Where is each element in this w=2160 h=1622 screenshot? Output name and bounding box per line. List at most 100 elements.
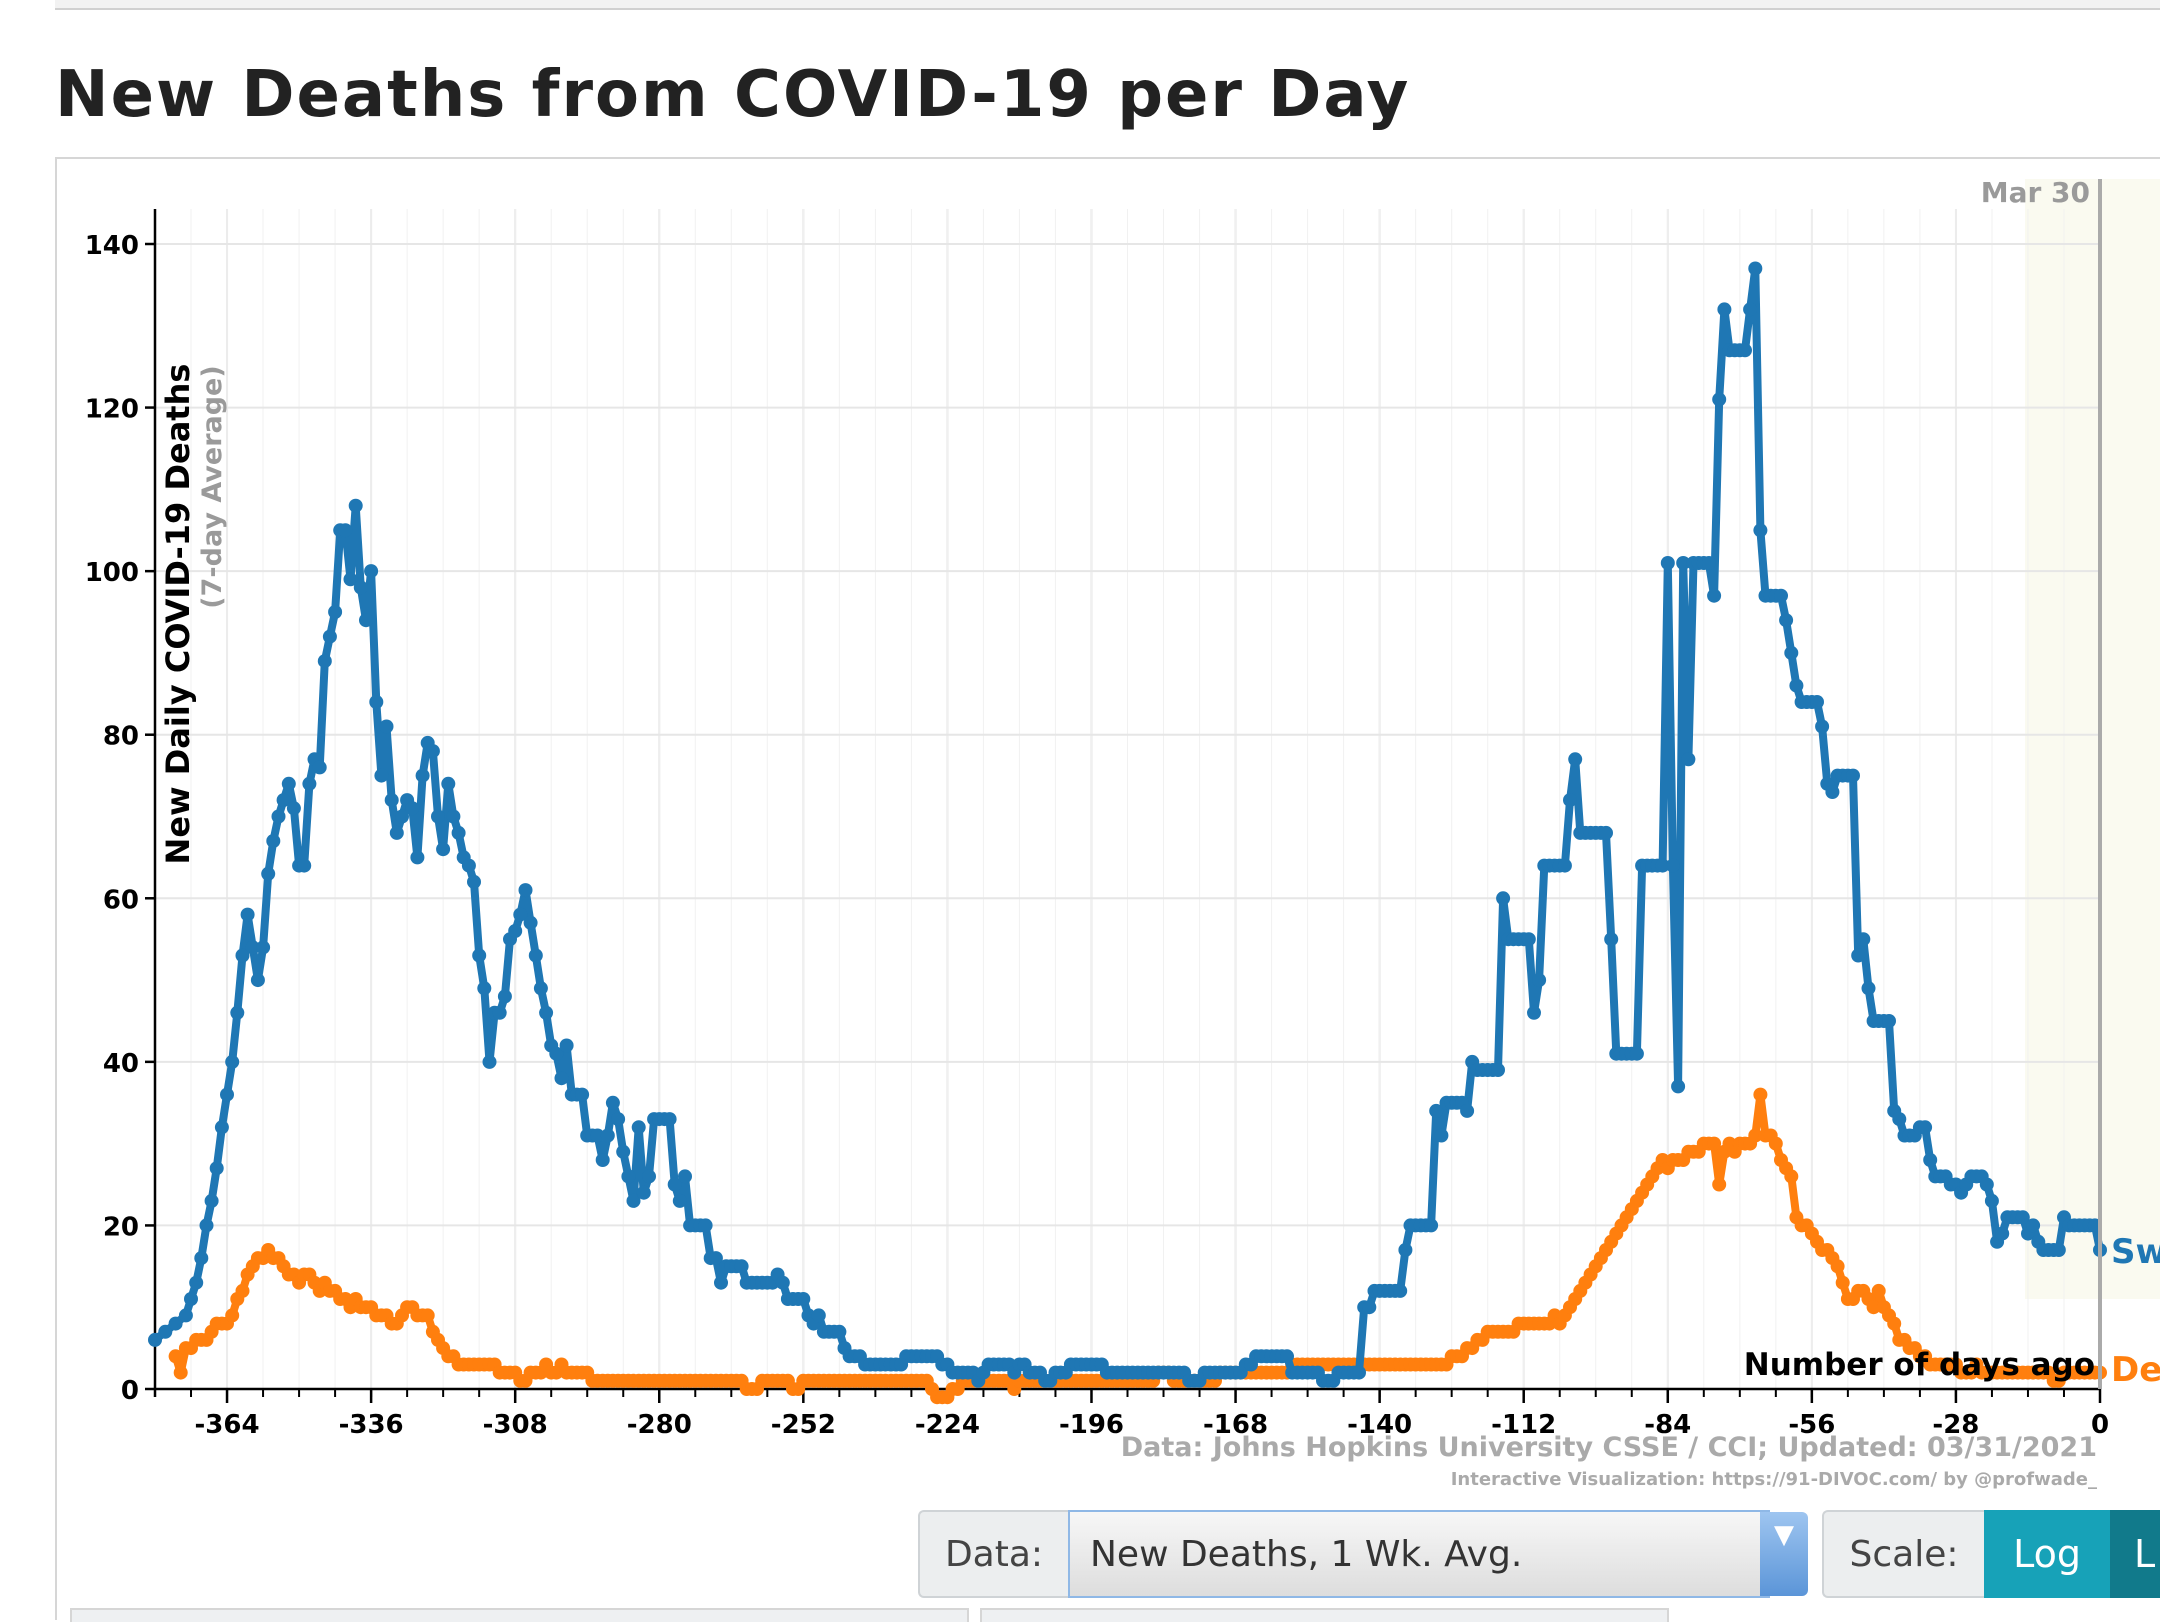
data-point-sweden: [184, 1292, 198, 1306]
data-point-sweden: [472, 948, 487, 963]
data-point-sweden: [1979, 1177, 1994, 1192]
series-label-denmark: De: [2111, 1350, 2160, 1390]
data-point-sweden: [240, 907, 255, 922]
top-strip: [55, 0, 2160, 10]
data-point-sweden: [1393, 1283, 1408, 1298]
data-select[interactable]: New Deaths, 1 Wk. Avg.: [1068, 1510, 1770, 1598]
x-tick-label: -336: [339, 1410, 404, 1440]
data-point-sweden: [1491, 1063, 1505, 1077]
data-point-sweden: [1655, 858, 1670, 873]
data-point-sweden: [415, 768, 430, 783]
data-point-denmark: [1887, 1316, 1902, 1331]
data-point-sweden: [1521, 932, 1536, 947]
data-point-sweden: [1676, 556, 1691, 570]
data-point-sweden: [611, 1112, 626, 1127]
data-point-sweden: [636, 1185, 651, 1200]
data-point-sweden: [467, 874, 481, 889]
data-point-sweden: [250, 973, 265, 988]
data-point-sweden: [225, 1054, 240, 1069]
data-point-denmark: [1712, 1177, 1727, 1192]
data-point-sweden: [1918, 1120, 1933, 1135]
data-source: Data: Johns Hopkins University CSSE / CC…: [1121, 1432, 2097, 1463]
data-point-sweden: [1362, 1300, 1377, 1315]
data-point-sweden: [405, 801, 420, 816]
data-point-denmark: [173, 1365, 188, 1380]
data-point-denmark: [225, 1308, 240, 1323]
data-point-sweden: [1434, 1128, 1449, 1143]
data-point-sweden: [523, 915, 538, 930]
data-point-sweden: [600, 1128, 615, 1143]
data-point-sweden: [2026, 1218, 2041, 1233]
data-point-sweden: [1701, 556, 1716, 570]
data-point-sweden: [1557, 858, 1572, 873]
y-tick-label: 80: [103, 722, 139, 752]
today-band: [2025, 179, 2160, 1299]
data-point-sweden: [348, 498, 363, 513]
data-point-sweden: [168, 1316, 183, 1331]
page-title: New Deaths from COVID-19 per Day: [55, 58, 1411, 132]
x-tick-label: -224: [915, 1410, 980, 1440]
data-point-sweden: [616, 1144, 631, 1159]
data-point-sweden: [261, 866, 276, 881]
data-point-sweden: [1532, 973, 1547, 988]
x-tick-label: -28: [1932, 1410, 1979, 1440]
data-point-sweden: [497, 989, 512, 1004]
data-point-sweden: [714, 1275, 728, 1290]
data-point-sweden: [1738, 343, 1752, 358]
data-label: Data:: [918, 1510, 1068, 1598]
data-point-sweden: [1789, 678, 1804, 693]
data-point-sweden: [549, 1046, 564, 1061]
data-point-sweden: [539, 1005, 554, 1020]
data-point-sweden: [189, 1275, 204, 1290]
data-point-denmark: [1707, 1136, 1722, 1151]
data-point-sweden: [528, 948, 543, 963]
data-point-sweden: [266, 834, 281, 848]
data-point-sweden: [575, 1087, 590, 1102]
data-point-denmark: [1835, 1275, 1850, 1290]
y-tick-label: 40: [103, 1049, 139, 1079]
x-tick-label: -140: [1347, 1410, 1412, 1440]
data-point-denmark: [420, 1308, 435, 1323]
bottom-control-right[interactable]: [980, 1608, 1669, 1622]
data-point-sweden: [312, 760, 327, 775]
data-point-sweden: [621, 1169, 636, 1184]
chart-panel: 0 20 40 60 80 100 120 140 -364 -336 -308 -280 -252 -2…: [55, 157, 2160, 1496]
data-point-sweden: [1774, 588, 1788, 603]
data-point-sweden: [667, 1177, 682, 1192]
data-point-sweden: [1665, 858, 1680, 873]
y-tick-label: 140: [85, 231, 139, 261]
data-point-sweden: [595, 1153, 610, 1167]
data-point-sweden: [1629, 1046, 1644, 1061]
data-point-sweden: [796, 1292, 811, 1306]
data-point-sweden: [158, 1324, 173, 1339]
data-point-sweden: [1861, 981, 1876, 996]
y-axis-title: New Daily COVID-19 Deaths: [159, 364, 197, 865]
data-point-sweden: [1568, 752, 1583, 767]
data-point-sweden: [1851, 948, 1866, 963]
data-point-sweden: [194, 1251, 209, 1266]
data-point-sweden: [256, 940, 271, 955]
data-point-sweden: [492, 1005, 507, 1020]
x-tick-label: -56: [1788, 1410, 1835, 1440]
y-tick-label: 20: [103, 1212, 139, 1242]
data-point-sweden: [343, 572, 358, 587]
y-tick-label: 60: [103, 885, 139, 915]
data-point-sweden: [1753, 523, 1768, 538]
data-point-sweden: [1429, 1103, 1444, 1118]
chevron-down-icon[interactable]: ▼: [1760, 1512, 1808, 1596]
data-point-sweden: [518, 883, 533, 898]
x-tick-label: -112: [1491, 1410, 1556, 1440]
data-point-sweden: [1743, 302, 1758, 317]
scale-linear-button[interactable]: L: [2110, 1510, 2160, 1598]
data-point-sweden: [590, 1128, 605, 1143]
data-point-sweden: [1846, 768, 1860, 783]
data-point-sweden: [297, 858, 312, 873]
y-tick-label: 120: [85, 395, 139, 425]
x-tick-label: -308: [483, 1410, 548, 1440]
bottom-control-left[interactable]: [70, 1608, 969, 1622]
x-tick-label: -252: [771, 1410, 836, 1440]
scale-log-button[interactable]: Log: [1984, 1510, 2110, 1598]
data-point-sweden: [672, 1193, 687, 1208]
